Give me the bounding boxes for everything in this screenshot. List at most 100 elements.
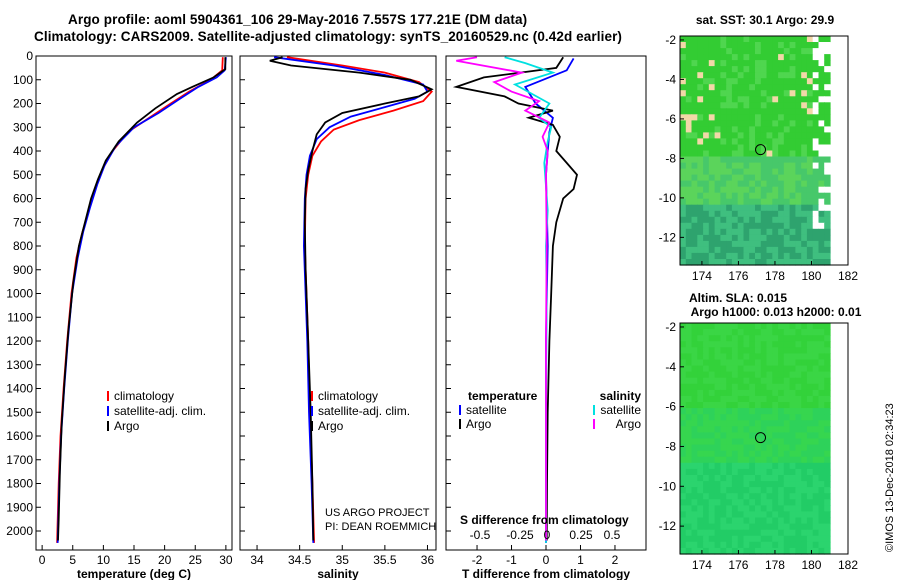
map-cell: [708, 329, 716, 336]
map-cell: [697, 481, 704, 488]
map-cell: [691, 144, 698, 152]
map-cell: [778, 389, 785, 397]
map-cell: [697, 511, 704, 519]
map-cell: [783, 84, 791, 91]
map-cell: [755, 78, 762, 85]
map-cell: [806, 395, 814, 403]
map-cell: [783, 426, 791, 433]
map-cell: [685, 234, 693, 242]
map-cell: [749, 252, 756, 260]
map-cell: [795, 90, 802, 97]
map-cell: [806, 102, 814, 109]
map-cell: [824, 432, 831, 440]
map-cell: [812, 126, 820, 133]
map-cell: [806, 481, 814, 488]
map-cell: [708, 341, 716, 348]
map-cell: [743, 108, 750, 115]
map-cell: [680, 132, 687, 139]
map-cell: [737, 511, 745, 519]
map-cell: [755, 168, 762, 176]
map-cell: [726, 259, 733, 266]
map-cell: [818, 371, 825, 379]
map-cell: [806, 365, 814, 373]
map-cell: [824, 108, 831, 115]
map-cell: [720, 240, 727, 248]
map-cell: [772, 90, 779, 97]
map-cell: [743, 359, 750, 367]
map-cell: [806, 541, 814, 549]
map-cell: [737, 144, 745, 152]
map-cell: [760, 547, 768, 555]
map-cell: [726, 481, 733, 488]
map-cell: [731, 204, 739, 212]
map-cell: [737, 535, 745, 543]
map-cell: [691, 216, 698, 224]
map-cell: [685, 108, 693, 115]
map-cell: [755, 42, 762, 49]
map-cell: [760, 252, 768, 260]
map-cell: [708, 102, 716, 109]
map-cell: [685, 487, 693, 494]
map-cell: [703, 450, 710, 458]
map-cell: [766, 138, 773, 145]
map-cell: [703, 395, 710, 403]
map-cell: [806, 60, 814, 67]
map-cell: [789, 36, 796, 43]
map-y-tick-label: -4: [665, 360, 676, 374]
x-tick-label: 10: [97, 553, 111, 567]
map-cell: [824, 192, 831, 200]
map-cell: [795, 547, 802, 555]
map-cell: [726, 252, 733, 260]
map-cell: [726, 96, 733, 103]
map-cell: [691, 468, 698, 476]
map-cell: [685, 84, 693, 91]
map-cell: [766, 72, 773, 79]
map-cell: [778, 132, 785, 139]
map-cell: [795, 329, 802, 336]
map-cell: [766, 252, 773, 260]
map-cell: [778, 523, 785, 531]
map-cell: [795, 468, 802, 476]
map-cell: [685, 377, 693, 385]
map-cell: [766, 96, 773, 103]
map-cell: [818, 329, 825, 336]
map-cell: [772, 96, 779, 103]
map-cell: [801, 102, 808, 109]
map-cell: [801, 186, 808, 194]
map-cell: [731, 240, 739, 248]
map-cell: [685, 150, 693, 158]
map-cell: [801, 132, 808, 139]
map-cell: [783, 246, 791, 254]
map-cell: [760, 456, 768, 464]
map-cell: [731, 42, 739, 49]
map-cell: [818, 365, 825, 373]
map-cell: [789, 198, 796, 206]
map-cell: [806, 42, 814, 49]
map-cell: [685, 144, 693, 152]
map-cell: [749, 359, 756, 367]
map-cell: [789, 341, 796, 348]
map-cell: [697, 535, 704, 543]
map-cell: [720, 323, 727, 330]
map-cell: [691, 132, 698, 139]
map-cell: [714, 347, 721, 354]
map-cell: [824, 252, 831, 260]
map-cell: [708, 547, 716, 555]
map-cell: [714, 174, 721, 182]
map-cell: [772, 228, 779, 236]
map-cell: [795, 523, 802, 531]
map-cell: [789, 252, 796, 260]
map-cell: [789, 234, 796, 242]
map-cell: [749, 547, 756, 555]
map-cell: [760, 132, 768, 139]
map-cell: [714, 438, 721, 446]
map-cell: [726, 222, 733, 230]
map-cell: [743, 150, 750, 158]
map-cell: [766, 102, 773, 109]
argo-position-marker: [755, 144, 767, 156]
map-cell: [731, 487, 739, 494]
map-cell: [743, 517, 750, 525]
map-cell: [743, 535, 750, 543]
map-cell: [691, 481, 698, 488]
map-cell: [760, 450, 768, 458]
